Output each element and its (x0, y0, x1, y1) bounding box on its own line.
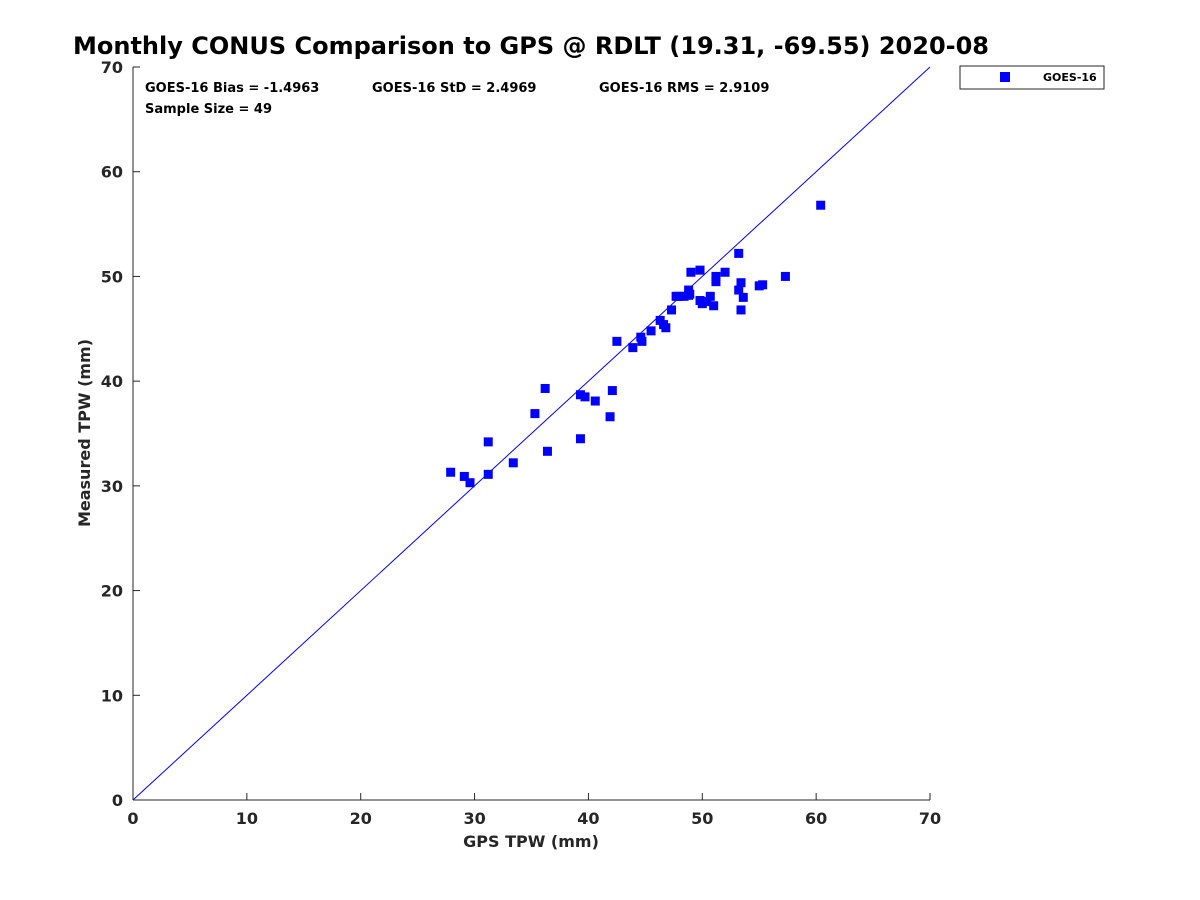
data-point (695, 265, 705, 275)
data-point (530, 409, 540, 419)
std-text: GOES-16 StD = 2.4969 (372, 81, 536, 96)
data-point (605, 412, 615, 422)
legend-marker-icon (1000, 72, 1010, 82)
data-points (446, 200, 826, 488)
y-tick-label: 10 (101, 686, 123, 705)
bias-text: GOES-16 Bias = -1.4963 (145, 81, 319, 96)
x-axis-label: GPS TPW (mm) (463, 832, 599, 851)
reference-line-group (132, 66, 931, 801)
data-point (686, 267, 696, 277)
x-tick-label: 20 (350, 809, 372, 828)
data-point (580, 392, 590, 402)
data-point (734, 248, 744, 258)
data-point (697, 299, 707, 309)
y-tick-label: 30 (101, 477, 123, 496)
data-point (711, 271, 721, 281)
y-tick-label: 70 (101, 58, 123, 77)
y-tick-label: 60 (101, 163, 123, 182)
data-point (607, 386, 617, 396)
y-tick-label: 20 (101, 582, 123, 601)
data-point (705, 291, 715, 301)
data-point (816, 200, 826, 210)
y-tick-label: 50 (101, 267, 123, 286)
reference-line (132, 66, 931, 801)
data-point (542, 446, 552, 456)
data-point (508, 458, 518, 468)
data-point (540, 383, 550, 393)
legend: GOES-16 (959, 65, 1105, 90)
data-point (780, 271, 790, 281)
chart-title: Monthly CONUS Comparison to GPS @ RDLT (… (73, 32, 989, 60)
x-tick-label: 40 (577, 809, 599, 828)
legend-label: GOES-16 (1043, 71, 1097, 84)
x-axis-ticks: 0 10 20 30 40 50 60 70 (127, 793, 941, 828)
data-point (709, 301, 719, 311)
data-point (661, 323, 671, 333)
data-point (685, 289, 695, 299)
data-point (711, 277, 721, 287)
data-point (575, 390, 585, 400)
x-tick-label: 10 (236, 809, 258, 828)
data-point (612, 336, 622, 346)
data-point (734, 285, 744, 295)
data-point (736, 305, 746, 315)
data-point (628, 343, 638, 353)
data-point (720, 267, 730, 277)
data-point (446, 467, 456, 477)
legend-box (959, 65, 1105, 90)
data-point (483, 437, 493, 447)
stats-annotation: GOES-16 Bias = -1.4963 GOES-16 StD = 2.4… (145, 81, 769, 117)
data-point (590, 396, 600, 406)
y-axis-ticks: 0 10 20 30 40 50 60 70 (101, 58, 140, 810)
data-point (667, 305, 677, 315)
data-point (702, 297, 712, 307)
data-point (736, 278, 746, 288)
rms-text: GOES-16 RMS = 2.9109 (599, 81, 769, 96)
y-tick-label: 40 (101, 372, 123, 391)
data-point (738, 292, 748, 302)
y-axis-label: Measured TPW (mm) (75, 339, 94, 527)
data-point (758, 280, 768, 290)
y-tick-label: 0 (112, 791, 123, 810)
x-tick-label: 50 (691, 809, 713, 828)
data-point (646, 326, 656, 336)
x-tick-label: 60 (805, 809, 827, 828)
x-tick-label: 0 (127, 809, 138, 828)
sample-size-text: Sample Size = 49 (145, 102, 272, 117)
data-point (575, 434, 585, 444)
data-point (679, 291, 689, 301)
data-point (459, 471, 469, 481)
data-point (637, 336, 647, 346)
data-point (465, 478, 475, 488)
data-point (483, 469, 493, 479)
x-tick-label: 70 (919, 809, 941, 828)
data-point (673, 291, 683, 301)
x-tick-label: 30 (463, 809, 485, 828)
plot-area: 0 10 20 30 40 50 60 70 0 10 20 30 40 50 60 70 (101, 58, 941, 828)
